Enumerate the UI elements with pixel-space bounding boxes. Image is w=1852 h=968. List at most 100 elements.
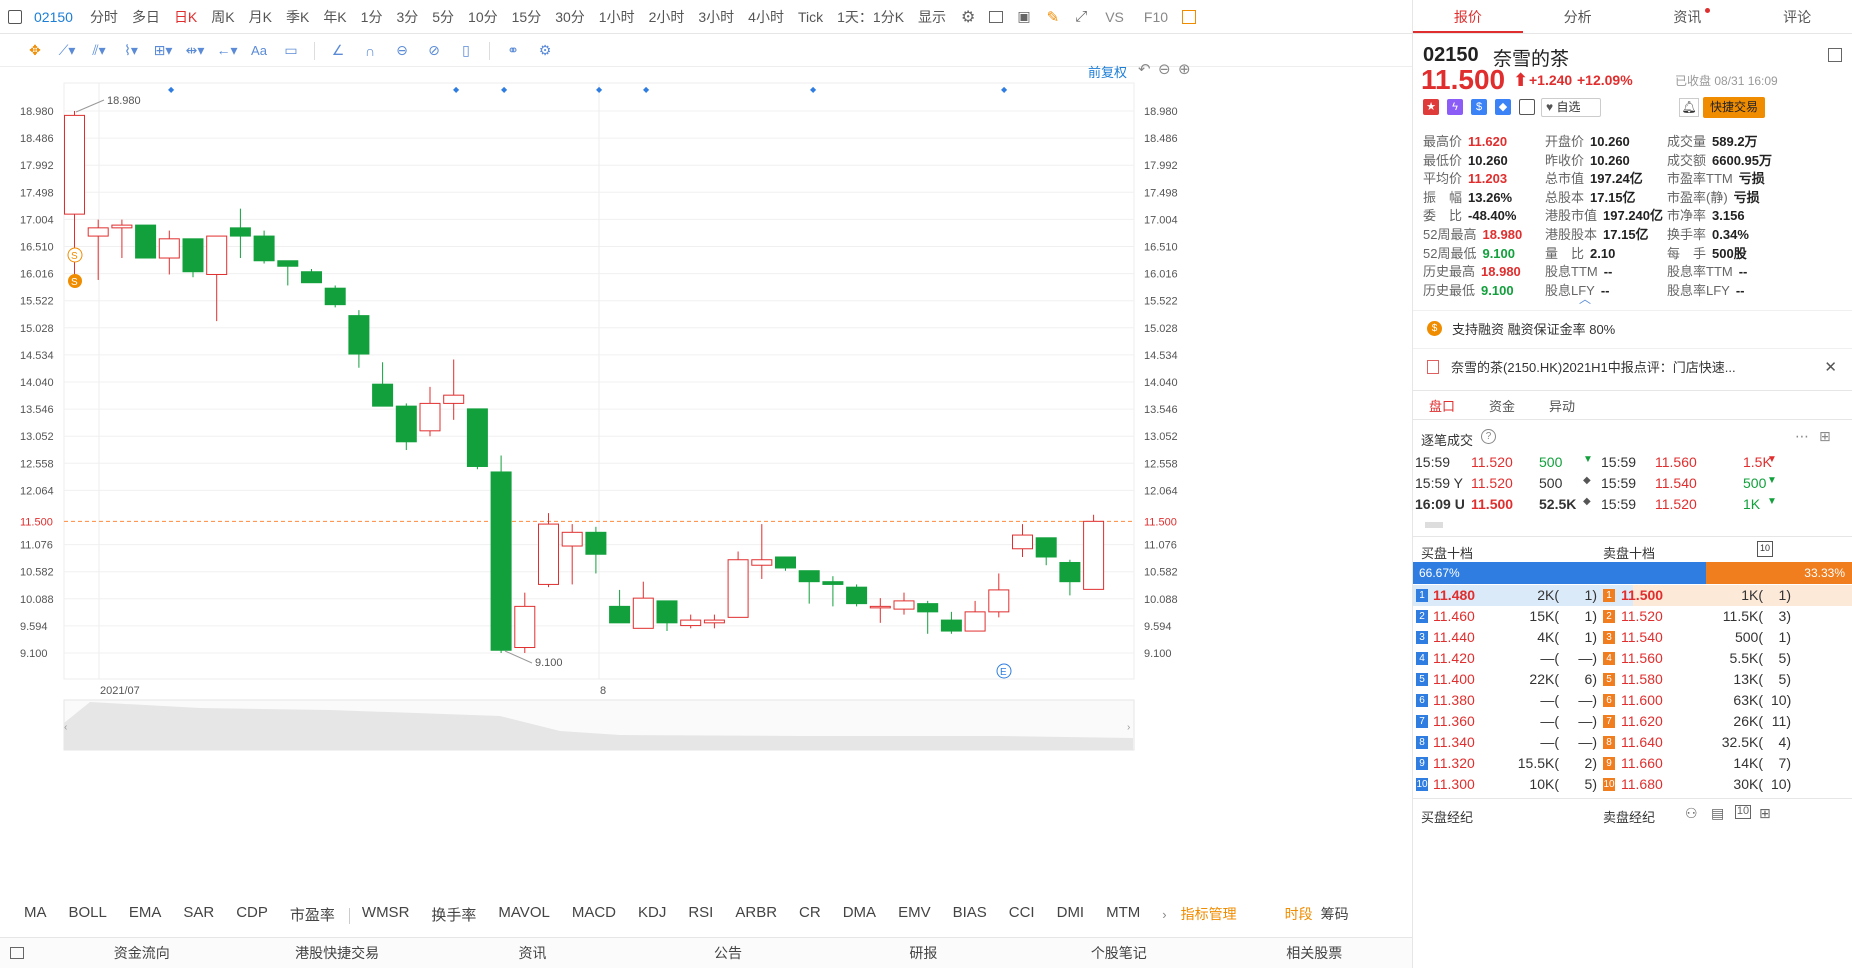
link-icon[interactable]: ⚭ [507, 42, 519, 58]
period-1[interactable]: 多日 [131, 8, 160, 25]
grid-icon[interactable]: ⊞ [1819, 428, 1831, 444]
orderbook-row[interactable]: 2 11.460 15K(1) 2 11.520 11.5K(3) [1413, 606, 1852, 627]
tab-unusual[interactable]: 异动 [1549, 398, 1576, 414]
period-7[interactable]: 1分 [360, 8, 383, 25]
period-13[interactable]: 1小时 [598, 8, 635, 25]
margin-banner[interactable]: $ 支持融资 融资保证金率 80% [1413, 310, 1852, 346]
period-0[interactable]: 分时 [89, 8, 118, 25]
move-icon[interactable]: ✥ [29, 42, 41, 58]
indicator-14[interactable]: DMA [842, 903, 877, 921]
wave-tool-icon[interactable]: ⌇▾ [124, 42, 138, 58]
period-10[interactable]: 10分 [468, 8, 498, 25]
indicator-18[interactable]: DMI [1056, 903, 1085, 921]
indicator-1[interactable]: BOLL [68, 903, 107, 921]
orderbook-row[interactable]: 6 11.380 —(—) 6 11.600 63K(10) [1413, 690, 1852, 711]
arrow-tool-icon[interactable]: ←▾ [216, 42, 238, 58]
tab-stock-notes[interactable]: 个股笔记 [1090, 945, 1147, 961]
indicator-17[interactable]: CCI [1008, 903, 1035, 921]
restore-mode-button[interactable]: 前复权 [1088, 65, 1128, 80]
grid-view-icon[interactable]: ⊞ [1759, 805, 1771, 821]
quick-trade-button[interactable]: 快捷交易 [1703, 97, 1765, 118]
zoom-in-icon[interactable]: ⊕ [1178, 61, 1191, 78]
orderbook-row[interactable]: 1 11.480 2K(1) 1 11.500 1K(1) [1413, 585, 1852, 606]
period-6[interactable]: 年K [323, 8, 347, 25]
period-12[interactable]: 30分 [555, 8, 585, 25]
panel-toggle-icon[interactable] [8, 9, 22, 24]
period-17[interactable]: Tick [797, 8, 824, 25]
hide-icon[interactable]: ⊘ [428, 42, 440, 58]
undo-icon[interactable]: ↶ [1138, 61, 1151, 78]
period-button[interactable]: 时段 [1284, 906, 1313, 922]
orderbook-row[interactable]: 7 11.360 —(—) 7 11.620 26K(11) [1413, 711, 1852, 732]
period-5[interactable]: 季K [285, 8, 310, 25]
help-icon[interactable]: ? [1481, 429, 1496, 444]
tab-related-stocks[interactable]: 相关股票 [1286, 945, 1343, 961]
indicator-5[interactable]: 市盈率 [289, 906, 335, 924]
indicator-8[interactable]: MAVOL [498, 903, 550, 921]
layout-icon[interactable] [1182, 9, 1197, 24]
tab-quote[interactable]: 报价 [1413, 0, 1523, 33]
lock-icon[interactable]: ⊖ [396, 42, 408, 58]
stock-code[interactable]: 02150 [34, 8, 73, 25]
zoom-out-icon[interactable]: ⊖ [1158, 61, 1171, 78]
channel-tool-icon[interactable]: ⫽▾ [92, 42, 106, 58]
fullscreen-icon[interactable]: ⤢ [1075, 8, 1088, 25]
tab-analysis[interactable]: 分析 [1563, 9, 1592, 25]
period-11[interactable]: 15分 [511, 8, 542, 25]
watchlist-button[interactable]: ♥ 自选 [1541, 98, 1601, 117]
chips-button[interactable]: 筹码 [1320, 906, 1349, 922]
period-8[interactable]: 3分 [396, 8, 419, 25]
indicator-12[interactable]: ARBR [735, 903, 778, 921]
period-2[interactable]: 日K [173, 8, 198, 25]
period-18[interactable]: 1天：1分K [837, 8, 905, 25]
tab-comments[interactable]: 评论 [1783, 9, 1812, 25]
period-3[interactable]: 周K [211, 8, 235, 25]
f10-button[interactable]: F10 [1143, 8, 1169, 25]
indicator-10[interactable]: KDJ [638, 903, 667, 921]
period-4[interactable]: 月K [248, 8, 272, 25]
period-14[interactable]: 2小时 [648, 8, 685, 25]
tab-hk-quick-trade[interactable]: 港股快捷交易 [295, 945, 380, 961]
trash-icon[interactable]: ▯ [462, 42, 470, 58]
draw-settings-icon[interactable]: ⚙ [538, 42, 552, 58]
ruler-icon[interactable]: ∠ [331, 42, 345, 58]
indicator-next-icon[interactable]: › [1162, 906, 1167, 922]
indicator-16[interactable]: BIAS [952, 903, 987, 921]
orderbook-row[interactable]: 4 11.420 —(—) 4 11.560 5.5K(5) [1413, 648, 1852, 669]
tab-news[interactable]: 资讯 [518, 945, 547, 961]
indicator-4[interactable]: CDP [236, 903, 268, 921]
collapse-chevron-icon[interactable]: ︿ [1579, 292, 1592, 306]
tab-research[interactable]: 研报 [909, 945, 938, 961]
ticks-scrollbar[interactable] [1425, 522, 1443, 528]
indicator-13[interactable]: CR [799, 903, 821, 921]
orderbook-row[interactable]: 9 11.320 15.5K(2) 9 11.660 14K(7) [1413, 753, 1852, 774]
text-tool-icon[interactable]: Aa [251, 43, 267, 58]
panel-icon[interactable] [10, 947, 24, 959]
news-banner[interactable]: 奈雪的茶(2150.HK)2021H1中报点评：门店快速... ✕ [1413, 348, 1852, 384]
indicator-3[interactable]: SAR [183, 903, 215, 921]
line-tool-icon[interactable]: ⟋▾ [58, 42, 76, 58]
bolt-icon[interactable]: ϟ [1447, 99, 1463, 115]
kline-chart[interactable]: 前复权 ↶ ⊖ ⊕ 18.980 18.980 18.486 18.486 17.992… [0, 61, 1412, 828]
tab-fund-flow[interactable]: 资金流向 [113, 945, 170, 961]
tag-icon[interactable]: ◆ [1495, 99, 1511, 115]
indicator-0[interactable]: MA [24, 903, 47, 921]
window-icon[interactable] [989, 10, 1004, 23]
indicator-7[interactable]: 换手率 [431, 906, 477, 924]
more-icon[interactable]: ⋯ [1795, 428, 1809, 444]
close-icon[interactable]: ✕ [1824, 358, 1837, 376]
fib-tool-icon[interactable]: ⊞▾ [153, 42, 173, 58]
sidebar-icon[interactable] [1828, 48, 1842, 62]
compare-button[interactable]: VS [1105, 8, 1124, 25]
camera-icon[interactable]: ▣ [1017, 8, 1031, 24]
orderbook-row[interactable]: 5 11.400 22K(6) 5 11.580 13K(5) [1413, 669, 1852, 690]
note-icon[interactable] [1519, 99, 1535, 115]
indicator-11[interactable]: RSI [688, 903, 714, 921]
person-icon[interactable]: ⚇ [1685, 805, 1698, 821]
depth10-icon[interactable]: 10 [1735, 805, 1751, 819]
range-tool-icon[interactable]: ⇹▾ [185, 42, 205, 58]
period-9[interactable]: 5分 [432, 8, 455, 25]
depth-toggle-icon[interactable]: 10 [1757, 541, 1773, 557]
bell-icon[interactable]: 🔔︎ [1679, 98, 1699, 117]
period-15[interactable]: 3小时 [698, 8, 735, 25]
